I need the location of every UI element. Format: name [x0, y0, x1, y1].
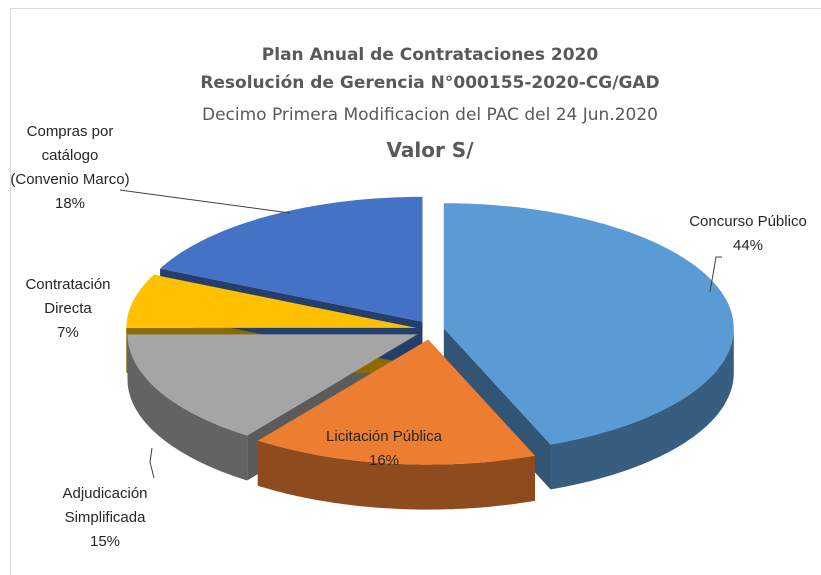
- slice-side: [550, 328, 734, 490]
- slice-tops: [126, 196, 734, 465]
- chart-subtitle: Resolución de Gerencia N°000155-2020-CG/…: [200, 73, 659, 93]
- slice: [126, 274, 417, 328]
- data-label: Contratación Directa 7%: [13, 273, 123, 345]
- data-label: Adjudicación Simplificada 15%: [45, 482, 165, 554]
- category-label: Concurso Público: [689, 213, 807, 230]
- chart-subtitle: Decimo Primera Modificacion del PAC del …: [202, 105, 658, 125]
- chart-subtitle: Valor S/: [386, 138, 474, 162]
- slice: [257, 339, 535, 465]
- data-label: Licitación Pública 16%: [284, 425, 484, 473]
- slice-side: [257, 440, 535, 510]
- value-label: 18%: [54, 195, 86, 212]
- value-label: 15%: [89, 533, 121, 550]
- category-label: Contratación Directa: [25, 276, 111, 317]
- slice: [443, 203, 734, 445]
- slice-side: [127, 334, 248, 481]
- pie: [126, 196, 734, 510]
- slice: [160, 196, 423, 322]
- leader-line: [149, 447, 155, 479]
- data-label: Compras por catálogo (Convenio Marco) 18%: [10, 120, 130, 216]
- slice: [127, 334, 418, 436]
- chart-title: Plan Anual de Contrataciones 2020: [262, 45, 599, 65]
- value-label: 16%: [368, 452, 400, 469]
- value-label: 44%: [732, 237, 764, 254]
- data-label: Concurso Público 44%: [668, 210, 821, 258]
- value-label: 7%: [57, 324, 79, 341]
- category-label: Compras por catálogo (Convenio Marco): [10, 123, 130, 188]
- leader-line: [709, 256, 722, 293]
- leader-line: [119, 189, 291, 214]
- slice-walls: [127, 328, 734, 510]
- category-label: Adjudicación Simplificada: [62, 485, 148, 526]
- category-label: Licitación Pública: [326, 428, 442, 445]
